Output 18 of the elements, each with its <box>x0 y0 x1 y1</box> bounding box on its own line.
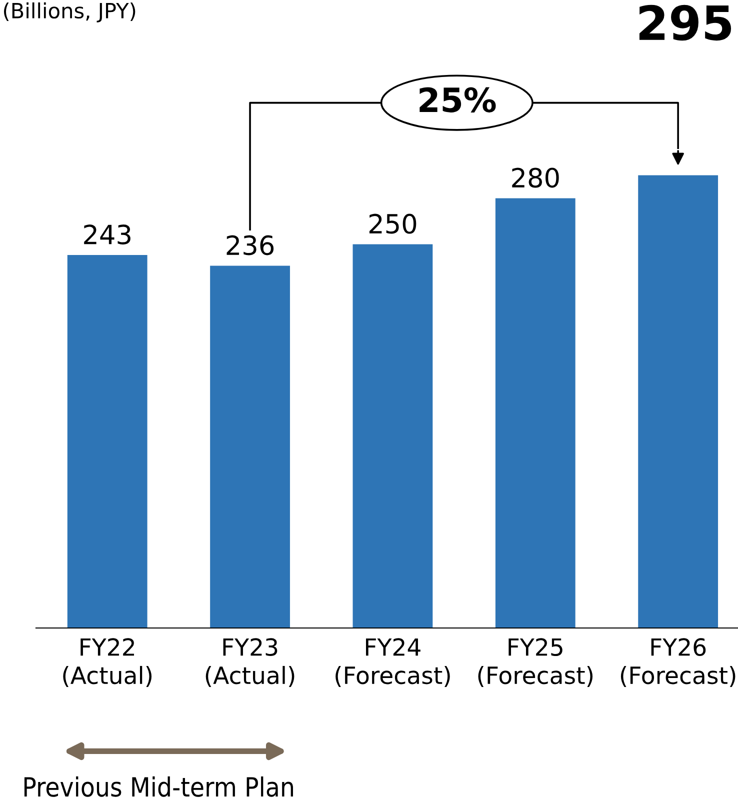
x-tick-label: FY24 (Forecast) <box>336 638 450 688</box>
x-tick-label: FY22 (Actual) <box>63 638 152 688</box>
text: 25% <box>420 87 496 112</box>
data-label: 243 <box>84 224 130 244</box>
data-label: 236 <box>226 235 274 256</box>
x-tick-label: FY26 (Forecast) <box>620 638 736 688</box>
bar <box>352 244 433 628</box>
text: Previous Mid-term Plan <box>24 776 293 797</box>
data-label: 295 <box>639 4 732 41</box>
bar <box>67 255 148 628</box>
bar <box>638 175 718 628</box>
data-label: 250 <box>369 214 416 234</box>
x-tick-label: FY23 (Actual) <box>206 638 294 688</box>
data-label: 280 <box>512 168 559 188</box>
x-tick-label: FY25 (Forecast) <box>478 638 593 688</box>
chart-subtitle: (Billions, JPY) <box>4 2 136 22</box>
bar <box>495 198 576 628</box>
bar <box>210 266 290 628</box>
